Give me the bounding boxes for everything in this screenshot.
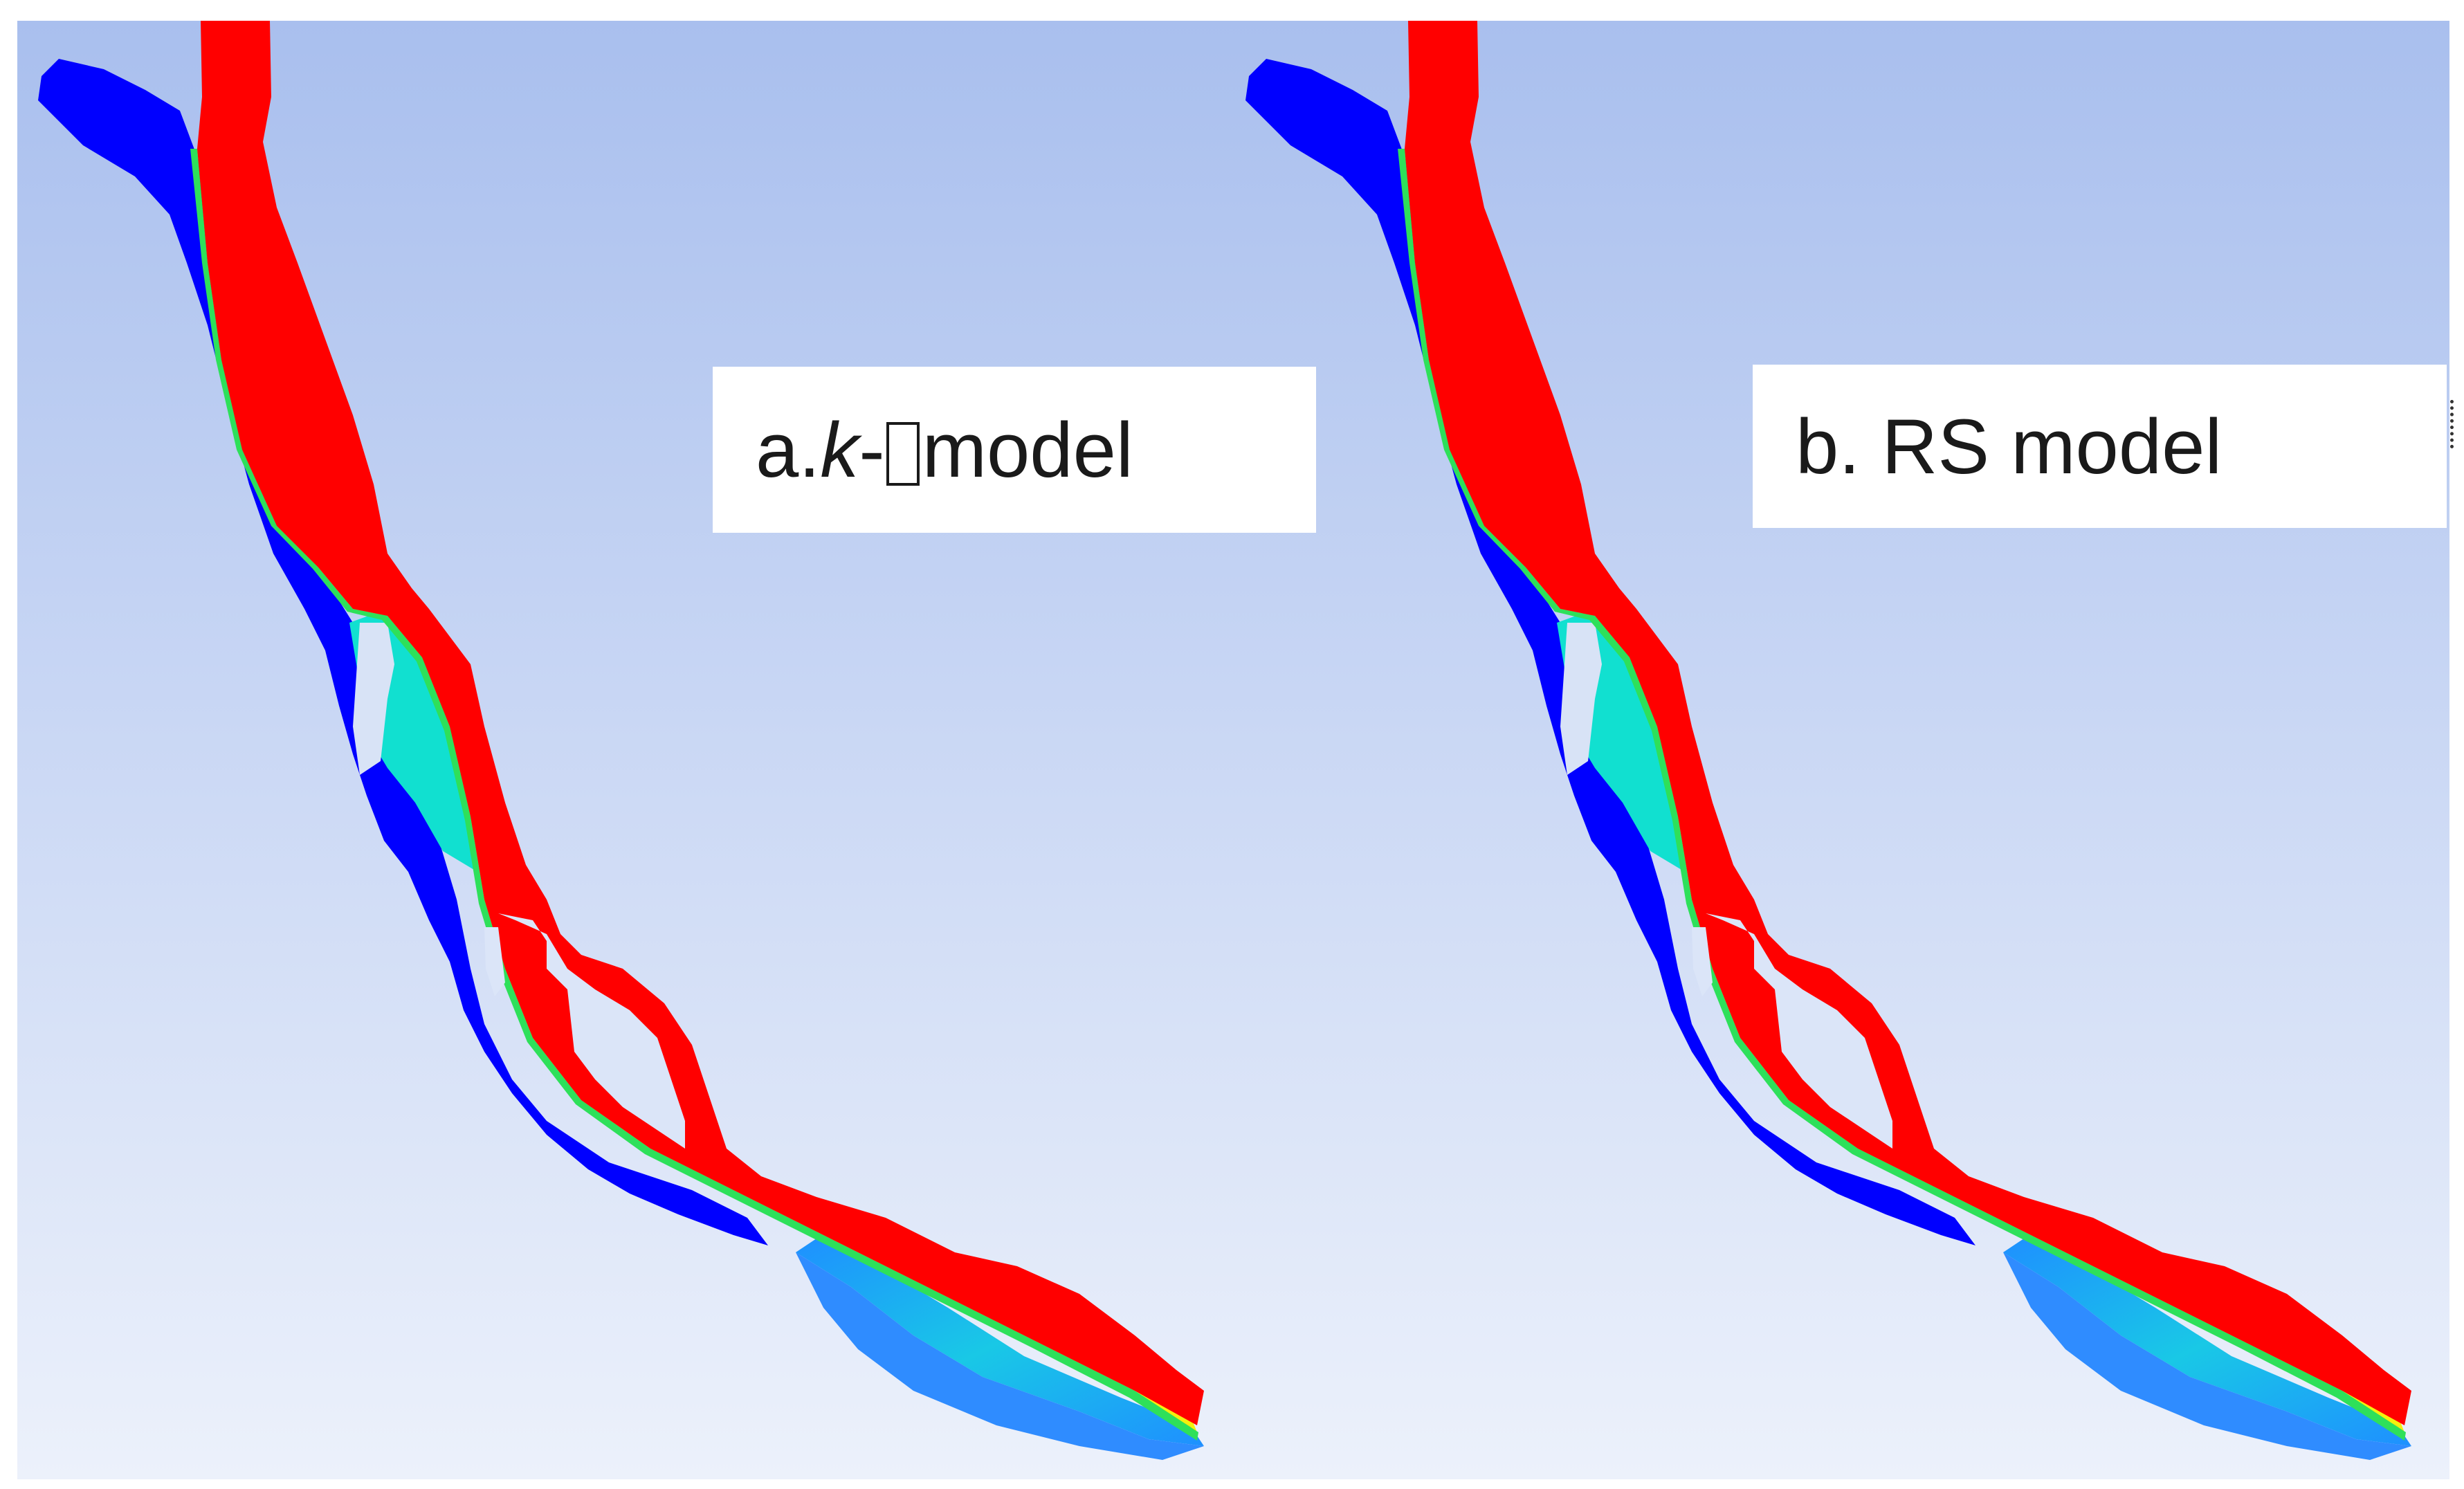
panel-a-label-dash: - xyxy=(859,406,885,493)
panel-b-label-text: b. RS model xyxy=(1796,403,2223,490)
panel-b-contour xyxy=(1225,0,2464,1489)
panel-a-label-k: k xyxy=(820,406,859,493)
panel-a-contour xyxy=(0,0,1225,1489)
missing-glyph-box-icon xyxy=(886,422,920,486)
panel-a-label-prefix: a. xyxy=(756,406,821,493)
edge-mark xyxy=(2450,400,2461,448)
panel-a-label-suffix: model xyxy=(922,406,1133,493)
velocity-contour-plot xyxy=(1225,0,2464,1489)
velocity-contour-plot xyxy=(0,0,1225,1489)
panel-b-label: b. RS model xyxy=(1753,365,2447,528)
panel-a-label: a. k - model xyxy=(713,367,1316,533)
